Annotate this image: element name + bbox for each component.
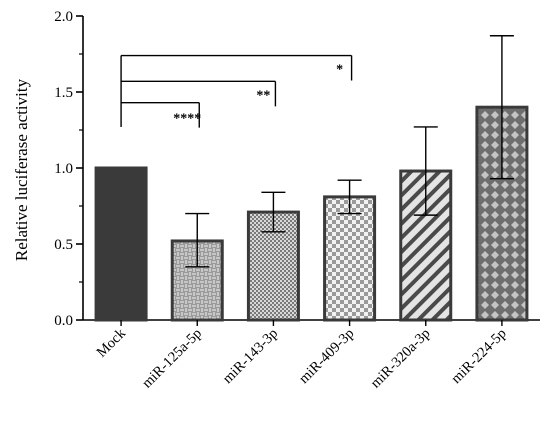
significance-label: *: [336, 63, 343, 78]
bars: [94, 105, 529, 322]
y-tick-label: 1.5: [54, 85, 73, 101]
error-bar: [413, 126, 438, 216]
y-tick-label: 0.0: [54, 313, 73, 329]
category-labels: Mock miR-125a-5p miR-143-3p miR-409-3p miR-3…: [94, 320, 510, 392]
y-tick-label: 2.0: [54, 9, 73, 25]
y-tick-label: 0.5: [54, 237, 73, 253]
x-tick-label: miR-320a-3p: [368, 326, 434, 392]
bar-mock: [94, 166, 148, 322]
x-tick-label: miR-125a-5p: [139, 326, 205, 392]
significance-bracket: **: [121, 80, 277, 107]
x-tick-label: miR-224-5p: [448, 326, 509, 387]
x-tick-label: Mock: [94, 325, 130, 361]
error-bar: [489, 35, 514, 180]
axes: 0.0 0.5 1.0 1.5 2.0: [54, 9, 540, 329]
y-tick-label: 1.0: [54, 161, 73, 177]
error-bar: [337, 179, 362, 215]
error-bars: [185, 35, 514, 268]
x-tick-label: miR-409-3p: [296, 326, 357, 387]
y-axis-title: Relative luciferase activity: [12, 78, 31, 261]
significance-bracket: *: [121, 54, 353, 81]
significance-label: **: [256, 88, 270, 103]
x-tick-label: miR-143-3p: [220, 326, 281, 387]
error-bar: [185, 212, 210, 268]
bar-mir-409-3p: [323, 195, 377, 322]
significance-brackets: *******: [120, 54, 353, 128]
significance-bracket: ****: [121, 101, 201, 128]
error-bar: [261, 191, 286, 233]
significance-label: ****: [173, 112, 201, 127]
